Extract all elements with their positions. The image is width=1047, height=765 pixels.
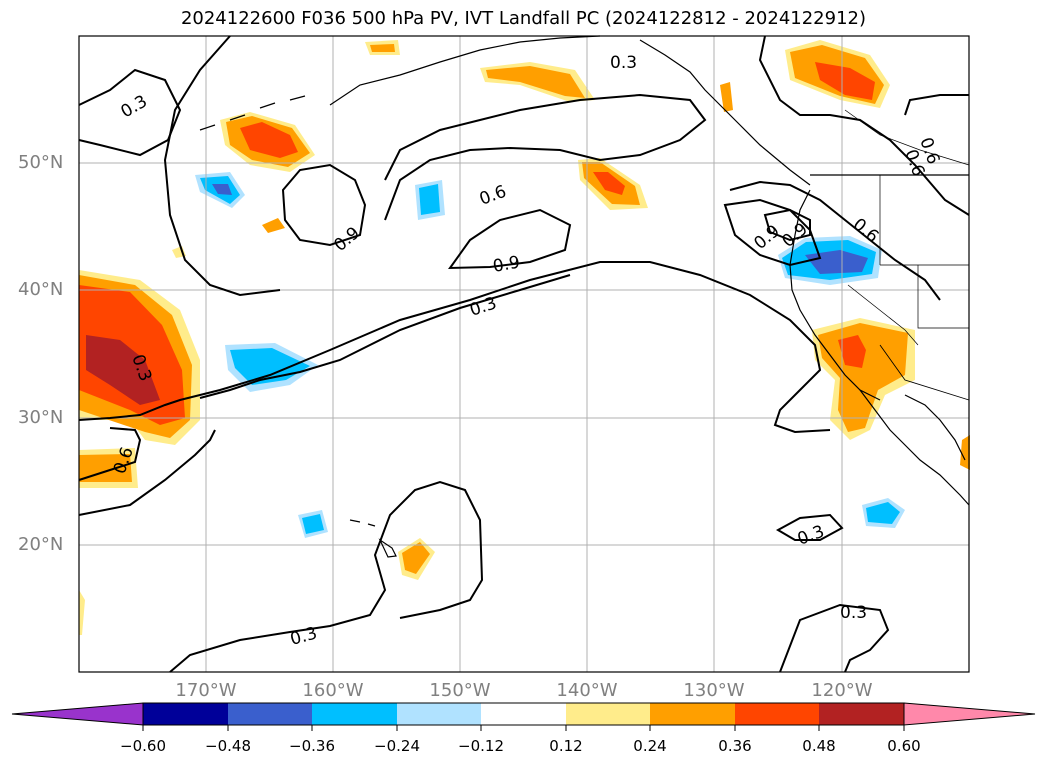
contour-03-inner (199, 274, 571, 399)
shade-top-orange (370, 44, 395, 52)
shade-neg2-blue (419, 184, 440, 215)
colorbar-seg (819, 703, 904, 725)
lat-label-40: 40°N (18, 279, 64, 300)
lon-label-140w: 140°W (556, 680, 618, 701)
shade-neg4-mid (805, 250, 868, 274)
colorbar-seg (735, 703, 819, 725)
coastlines (199, 35, 970, 558)
contour-label: 0.3 (118, 91, 151, 122)
lon-label-130w: 130°W (683, 680, 745, 701)
contour-03-se (775, 513, 844, 541)
colorbar-tick-label: 0.36 (718, 737, 752, 755)
coast-alaska (329, 35, 601, 106)
shade-left-edge-yellow (79, 590, 85, 635)
colorbar-seg (312, 703, 397, 725)
pv-shading (79, 40, 970, 635)
shade-east-edge-orange (960, 435, 970, 470)
map-frame (78, 35, 970, 673)
colorbar-seg (143, 703, 228, 725)
shade-sw-red (838, 335, 866, 368)
colorbar-seg (650, 703, 735, 725)
shade-np1-red (240, 122, 298, 158)
contour-label: 0.9 (491, 253, 521, 277)
lat-label-50: 50°N (18, 152, 64, 173)
coast-gulf-alaska (639, 39, 811, 186)
contour-label: 0.6 (477, 182, 509, 210)
shade-np3-red (593, 172, 625, 195)
contour-03-main (78, 261, 831, 434)
colorbar-arrow-left (11, 702, 144, 726)
colorbar-seg (566, 703, 650, 725)
lon-label-170w: 170°W (175, 680, 237, 701)
shade-tiny-orange (262, 218, 285, 233)
lon-label-120w: 120°W (811, 680, 873, 701)
lon-label-150w: 150°W (429, 680, 491, 701)
coast-aleutians (199, 95, 306, 131)
contour-06-center (384, 93, 707, 221)
shade-west-darkred (86, 335, 160, 405)
shade-ne-red (815, 62, 875, 100)
colorbar-tick-label: 0.12 (549, 737, 583, 755)
colorbar-seg (397, 703, 481, 725)
contour-label: 0.9 (750, 221, 784, 254)
map-title: 2024122600 F036 500 hPa PV, IVT Landfall… (180, 8, 867, 29)
shade-hawaii-orange (402, 542, 430, 574)
colorbar-tick-label: 0.24 (633, 737, 667, 755)
contour-label: 0.9 (330, 223, 364, 256)
contour-09-east (763, 208, 811, 242)
colorbar-tick-label: −0.36 (289, 737, 335, 755)
colorbar-outline (142, 702, 905, 726)
shade-coast-orange (720, 82, 733, 112)
shade-neg5-blue (302, 514, 324, 534)
colorbar-tick-label: −0.48 (205, 737, 251, 755)
contour-label: 0.3 (610, 53, 637, 73)
contour-06-ne (758, 35, 970, 216)
contour-label: 0.3 (288, 624, 319, 650)
shade-neg1-mid (212, 184, 232, 195)
pc-contours (78, 35, 970, 673)
colorbar-arrow-right (903, 702, 1036, 726)
colorbar-tick-label: −0.12 (458, 737, 504, 755)
shade-neg3-blue (230, 348, 310, 385)
contour-hawaii (169, 480, 484, 673)
shade-np2-orange (486, 66, 585, 98)
lat-label-20: 20°N (18, 534, 64, 555)
contour-label: 0.3 (840, 603, 867, 623)
coast-baja (859, 389, 970, 506)
contour-06-sw (78, 427, 142, 481)
lon-label-160w: 160°W (302, 680, 364, 701)
contour-06-loop (723, 198, 822, 267)
coast-mexico-gulf (904, 394, 966, 461)
colorbar-tick-label: −0.24 (374, 737, 420, 755)
colorbar-tick-label: −0.60 (120, 737, 166, 755)
coast-hawaii (349, 519, 397, 558)
border-states (847, 175, 969, 346)
contour-09-center (448, 208, 572, 270)
shade-neg6-blue (866, 502, 900, 524)
contour-06-e (904, 94, 969, 116)
border-us-mexico (879, 344, 970, 401)
colorbar-seg (228, 703, 312, 725)
shade-sw-orange (818, 323, 908, 432)
colorbar-tick-label: 0.48 (802, 737, 836, 755)
contour-06-coast (729, 180, 941, 301)
lat-label-30: 30°N (18, 407, 64, 428)
colorbar (11, 702, 1036, 731)
colorbar-tick-label: 0.60 (887, 737, 921, 755)
contour-south (78, 429, 216, 516)
contour-09-west (281, 163, 367, 247)
coast-west-us (789, 189, 881, 401)
contour-03-far-se (779, 603, 890, 673)
colorbar-seg (481, 703, 566, 725)
contour-06-west (163, 35, 281, 297)
contour-03-nw (78, 68, 182, 157)
